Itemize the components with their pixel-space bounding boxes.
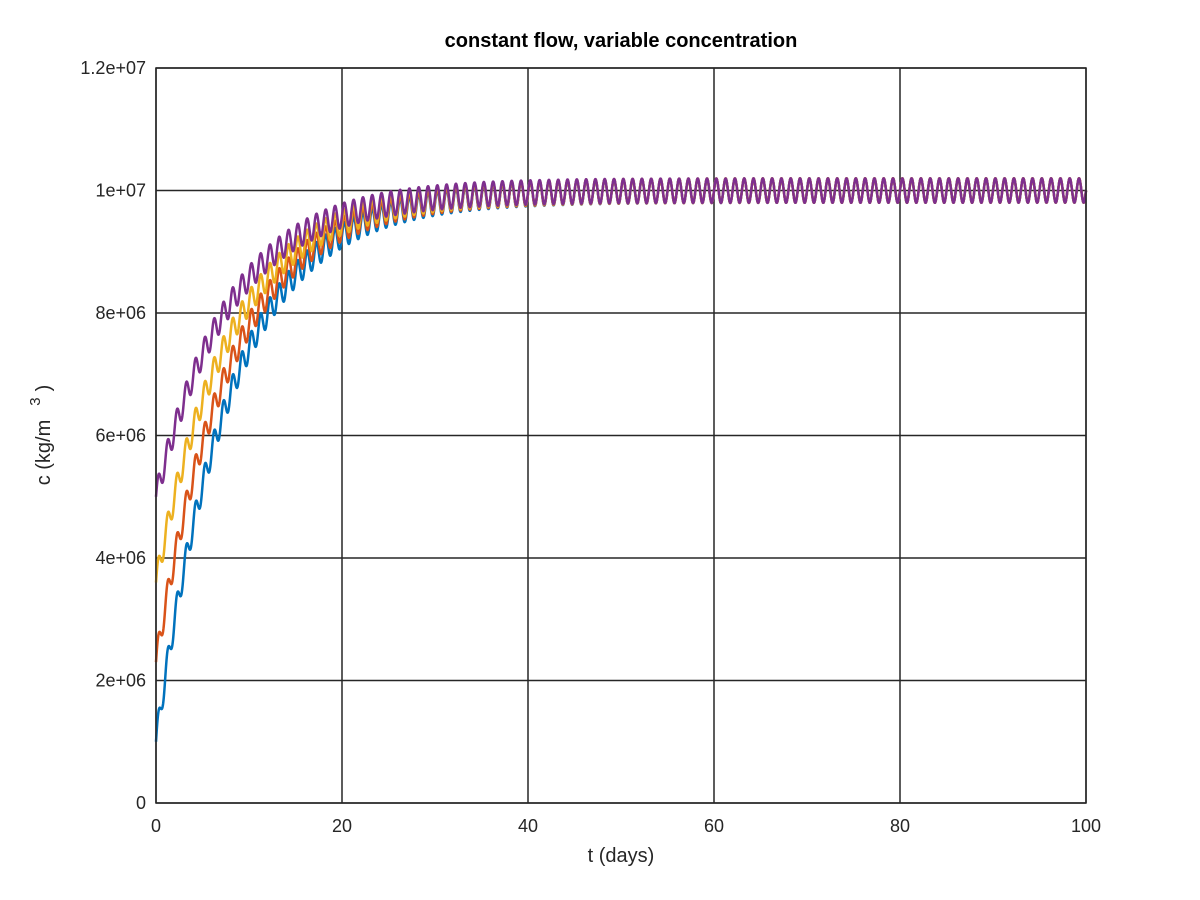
plot-frame <box>155 67 1087 804</box>
x-tick-label: 0 <box>151 816 161 836</box>
x-tick-label: 80 <box>890 816 910 836</box>
y-axis-label-superscript: 3 <box>27 397 44 405</box>
y-tick-label: 1e+07 <box>95 181 146 201</box>
y-axis-label: c (kg/m 3) <box>27 385 55 486</box>
x-tick-labels: 0 20 40 60 80 100 <box>151 816 1101 836</box>
series-line-4 <box>154 177 1088 497</box>
y-tick-label: 2e+06 <box>95 671 146 691</box>
y-tick-label: 0 <box>136 793 146 813</box>
x-tick-label: 40 <box>518 816 538 836</box>
y-tick-label: 8e+06 <box>95 303 146 323</box>
x-tick-label: 60 <box>704 816 724 836</box>
x-axis-label: t (days) <box>588 845 655 867</box>
x-tick-label: 100 <box>1071 816 1101 836</box>
y-tick-labels: 0 2e+06 4e+06 6e+06 8e+06 1e+07 1.2e+07 <box>80 58 146 813</box>
y-tick-label: 4e+06 <box>95 548 146 568</box>
y-axis-label-base: c (kg/m <box>33 420 55 486</box>
y-tick-label: 1.2e+07 <box>80 58 146 78</box>
grid <box>155 67 1087 804</box>
chart-title: constant flow, variable concentration <box>445 30 798 52</box>
y-axis-label-close: ) <box>33 385 55 392</box>
y-tick-label: 6e+06 <box>95 426 146 446</box>
series-group <box>154 177 1088 742</box>
x-tick-label: 20 <box>332 816 352 836</box>
